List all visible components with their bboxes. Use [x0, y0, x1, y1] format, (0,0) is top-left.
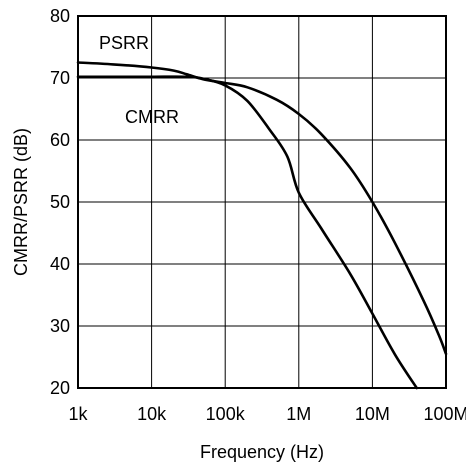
y-axis-label: CMRR/PSRR (dB): [11, 128, 31, 276]
y-tick-label: 60: [50, 130, 70, 150]
y-tick-label: 70: [50, 68, 70, 88]
x-tick-label: 10k: [137, 404, 167, 424]
series-label-cmrr: CMRR: [125, 107, 179, 127]
series-line-cmrr: [76, 75, 418, 390]
x-axis-label: Frequency (Hz): [200, 442, 324, 462]
x-tick-label: 100M: [423, 404, 466, 424]
y-tick-label: 40: [50, 254, 70, 274]
y-tick-label: 50: [50, 192, 70, 212]
x-tick-label: 10M: [355, 404, 390, 424]
plot-frame: [77, 15, 447, 389]
x-tick-label: 1k: [68, 404, 88, 424]
tick-labels: 1k 10k 100k 1M 10M 100M 20 30 40 50 60 70 80: [50, 6, 466, 424]
series-label-psrr: PSRR: [99, 33, 149, 53]
series-curves: [76, 61, 448, 390]
y-tick-label: 80: [50, 6, 70, 26]
grid-lines: [78, 16, 446, 388]
x-tick-label: 100k: [206, 404, 246, 424]
series-line-psrr: [76, 61, 448, 356]
y-tick-label: 30: [50, 316, 70, 336]
y-tick-label: 20: [50, 378, 70, 398]
x-tick-label: 1M: [286, 404, 311, 424]
